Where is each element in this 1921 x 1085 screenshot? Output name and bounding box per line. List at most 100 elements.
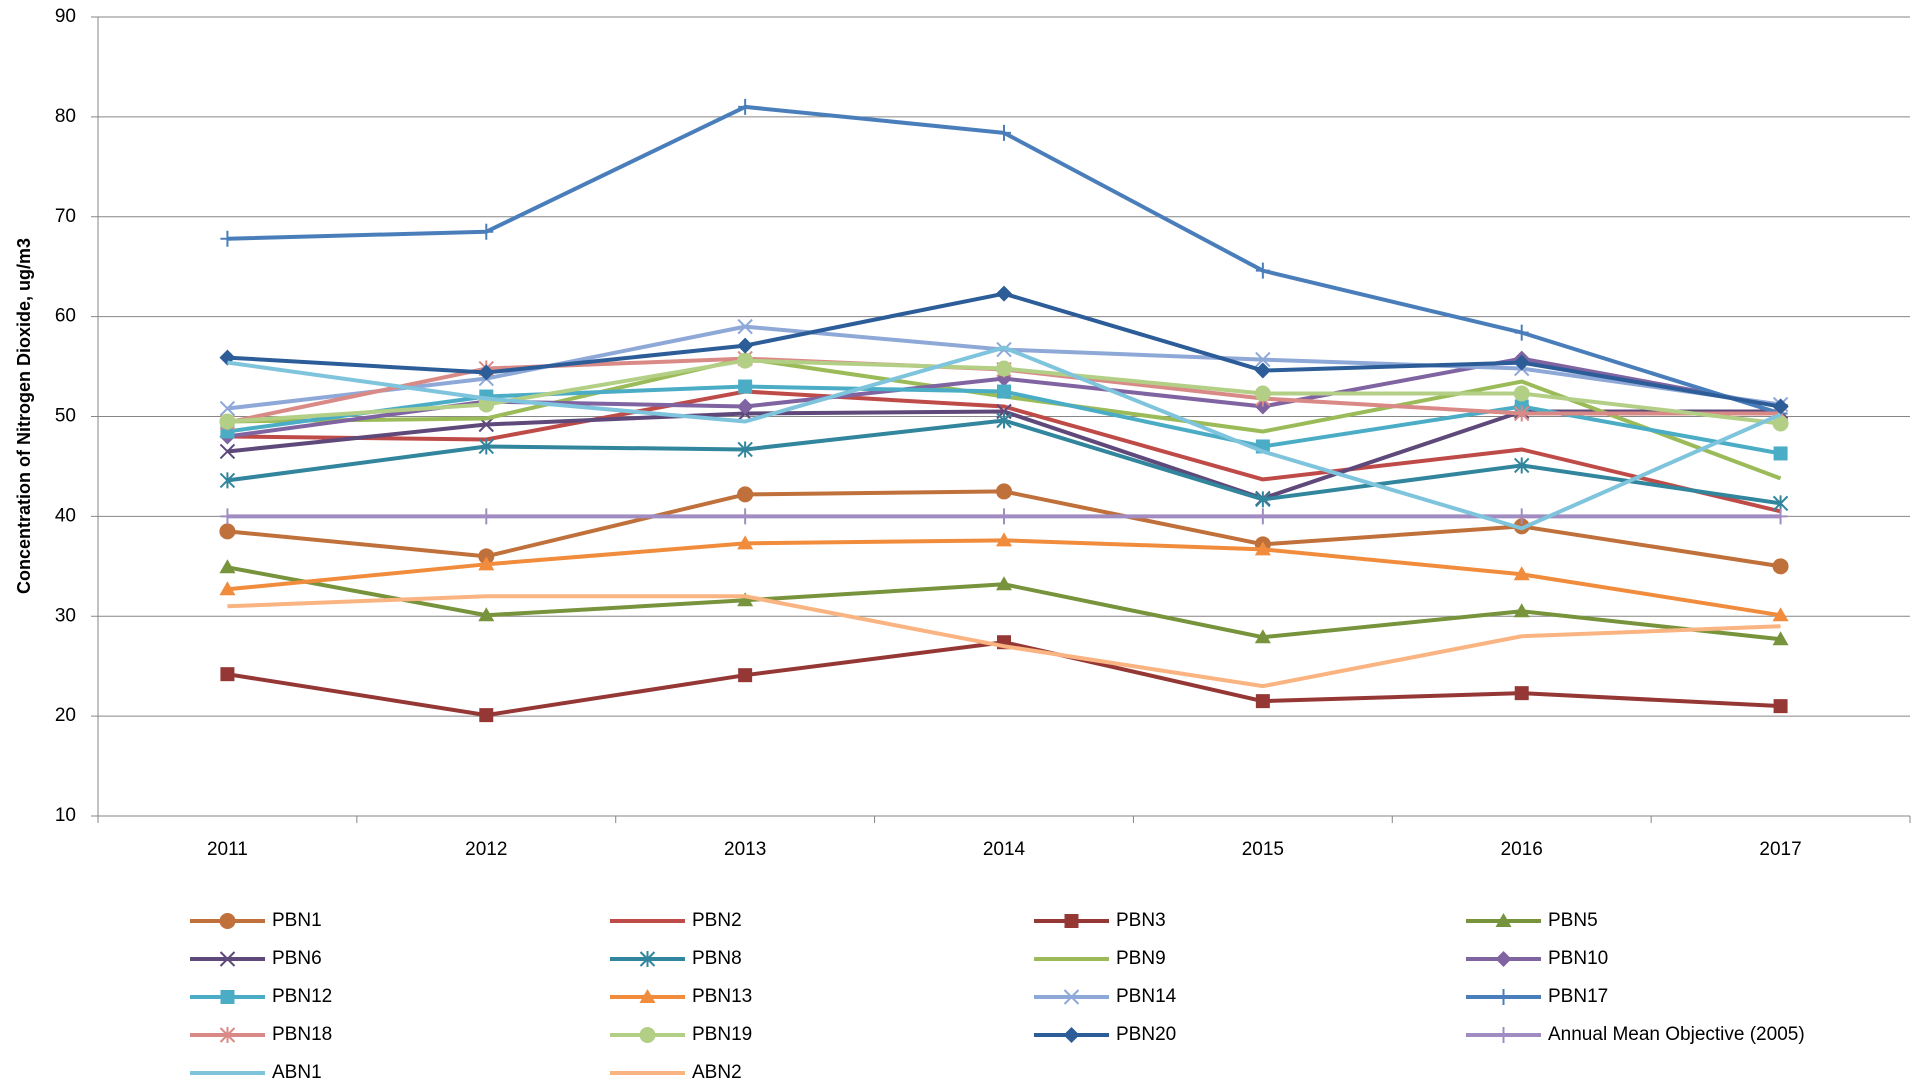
x-tick-label: 2015	[1242, 839, 1284, 860]
point	[997, 124, 1011, 141]
point	[1772, 415, 1789, 432]
legend-label: PBN17	[1548, 986, 1608, 1007]
point	[219, 523, 236, 540]
x-tick-label: 2012	[465, 839, 507, 860]
line	[227, 594, 1781, 689]
point	[737, 441, 753, 458]
legend-marker	[1495, 951, 1512, 967]
point	[737, 486, 754, 503]
point	[219, 472, 236, 489]
line	[227, 489, 1781, 569]
point	[997, 384, 1011, 399]
legend-label: PBN9	[1116, 948, 1166, 969]
point	[1773, 446, 1788, 461]
point	[738, 379, 753, 394]
legend-marker	[219, 1027, 236, 1043]
y-tick-label: 70	[55, 206, 76, 227]
point	[1255, 491, 1271, 508]
legend-marker	[639, 1027, 656, 1043]
point	[219, 413, 236, 430]
point	[738, 508, 753, 525]
point	[478, 556, 495, 571]
point	[996, 412, 1012, 429]
y-tick-label: 60	[55, 306, 76, 327]
point	[220, 508, 235, 525]
point	[219, 400, 236, 417]
point	[1514, 405, 1530, 422]
y-tick-label: 50	[55, 406, 76, 427]
point	[1255, 508, 1270, 525]
point	[1513, 354, 1530, 371]
point	[1772, 558, 1789, 575]
point	[996, 576, 1012, 591]
series	[227, 594, 1781, 689]
series	[219, 559, 1789, 646]
legend-marker	[1496, 1027, 1511, 1043]
point	[1513, 603, 1530, 618]
series	[219, 532, 1789, 622]
series	[227, 345, 1782, 531]
line	[227, 640, 1781, 718]
point	[1772, 631, 1789, 646]
point	[1514, 324, 1529, 341]
point	[1514, 508, 1529, 525]
legend-label: PBN8	[692, 948, 742, 969]
legend-label: PBN3	[1116, 910, 1166, 931]
point	[996, 483, 1012, 500]
point	[1254, 362, 1271, 379]
legend-label: PBN10	[1548, 948, 1608, 969]
point	[1772, 607, 1789, 622]
point	[737, 352, 754, 369]
line	[227, 345, 1782, 531]
point	[1513, 566, 1530, 581]
legend-label: PBN2	[692, 910, 742, 931]
point	[1514, 457, 1530, 474]
legend-marker	[220, 990, 235, 1004]
legend-marker	[1064, 914, 1079, 928]
point	[478, 364, 495, 381]
legend-marker	[219, 913, 236, 929]
legend-label: ABN2	[692, 1062, 742, 1083]
point	[737, 535, 754, 550]
x-tick-label: 2016	[1501, 839, 1543, 860]
point	[478, 438, 494, 455]
y-tick-label: 80	[55, 106, 76, 127]
point	[1514, 686, 1529, 701]
series	[219, 352, 1789, 432]
point	[479, 708, 494, 723]
point	[219, 443, 236, 460]
point	[1255, 351, 1271, 368]
series	[219, 483, 1789, 575]
y-tick-label: 40	[55, 505, 76, 526]
legend-label: PBN18	[272, 1024, 332, 1045]
legend-label: PBN1	[272, 910, 322, 931]
legend-label: PBN5	[1548, 910, 1598, 931]
y-axis-label: Concentration of Nitrogen Dioxide, ug/m3	[14, 238, 34, 594]
legend-label: PBN20	[1116, 1024, 1176, 1045]
point	[738, 98, 753, 115]
x-tick-label: 2014	[983, 839, 1026, 860]
x-tick-label: 2011	[207, 839, 248, 860]
y-tick-label: 90	[55, 6, 76, 27]
legend-label: PBN14	[1116, 986, 1177, 1007]
legend-marker	[1495, 913, 1512, 927]
series	[220, 635, 1788, 723]
legend-label: Annual Mean Objective (2005)	[1548, 1024, 1805, 1045]
point	[1773, 508, 1788, 525]
point	[1773, 699, 1788, 714]
point	[997, 508, 1011, 525]
series	[220, 508, 1788, 525]
point	[996, 360, 1012, 377]
point	[220, 230, 235, 247]
legend-label: PBN6	[272, 948, 322, 969]
legend-label: PBN13	[692, 986, 752, 1007]
point	[1254, 629, 1271, 644]
legend-marker	[639, 951, 656, 967]
series	[219, 285, 1789, 415]
point	[219, 581, 236, 596]
point	[478, 607, 495, 622]
legend-label: ABN1	[272, 1062, 322, 1083]
point	[479, 223, 494, 240]
legend-label: PBN19	[692, 1024, 752, 1045]
